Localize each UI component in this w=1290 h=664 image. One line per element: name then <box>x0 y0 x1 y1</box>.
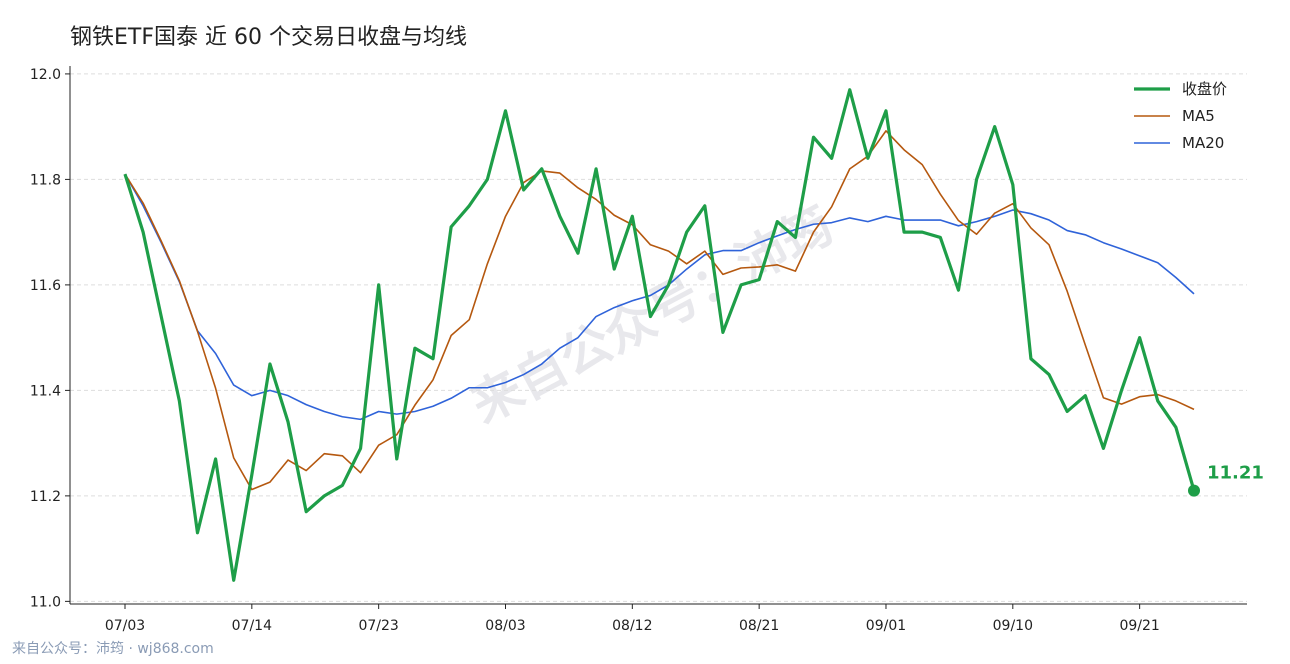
y-tick-label: 11.6 <box>30 278 61 294</box>
y-tick-label: 11.4 <box>30 383 61 399</box>
legend-label: MA20 <box>1182 134 1224 152</box>
x-tick-label: 09/01 <box>866 618 906 634</box>
y-tick-label: 11.2 <box>30 489 61 505</box>
x-tick-label: 07/03 <box>105 618 145 634</box>
x-tick-label: 07/14 <box>232 618 272 634</box>
legend-label: 收盘价 <box>1182 80 1227 98</box>
x-tick-label: 08/03 <box>485 618 525 634</box>
x-tick-label: 08/12 <box>612 618 652 634</box>
last-value-label: 11.21 <box>1207 463 1264 484</box>
footer: 来自公众号：沛筠 · wj868.com <box>12 640 214 657</box>
y-tick-label: 11.0 <box>30 594 61 610</box>
x-tick-label: 08/21 <box>739 618 779 634</box>
x-tick-label: 09/10 <box>993 618 1033 634</box>
last-point <box>1188 484 1200 497</box>
x-tick-label: 07/23 <box>358 618 398 634</box>
chart-title: 钢铁ETF国泰 近 60 个交易日收盘与均线 <box>70 25 467 50</box>
legend-label: MA5 <box>1182 107 1215 125</box>
x-tick-label: 09/21 <box>1119 618 1159 634</box>
series-line <box>123 88 1196 582</box>
y-tick-label: 12.0 <box>30 67 61 83</box>
y-tick-label: 11.8 <box>30 172 61 188</box>
